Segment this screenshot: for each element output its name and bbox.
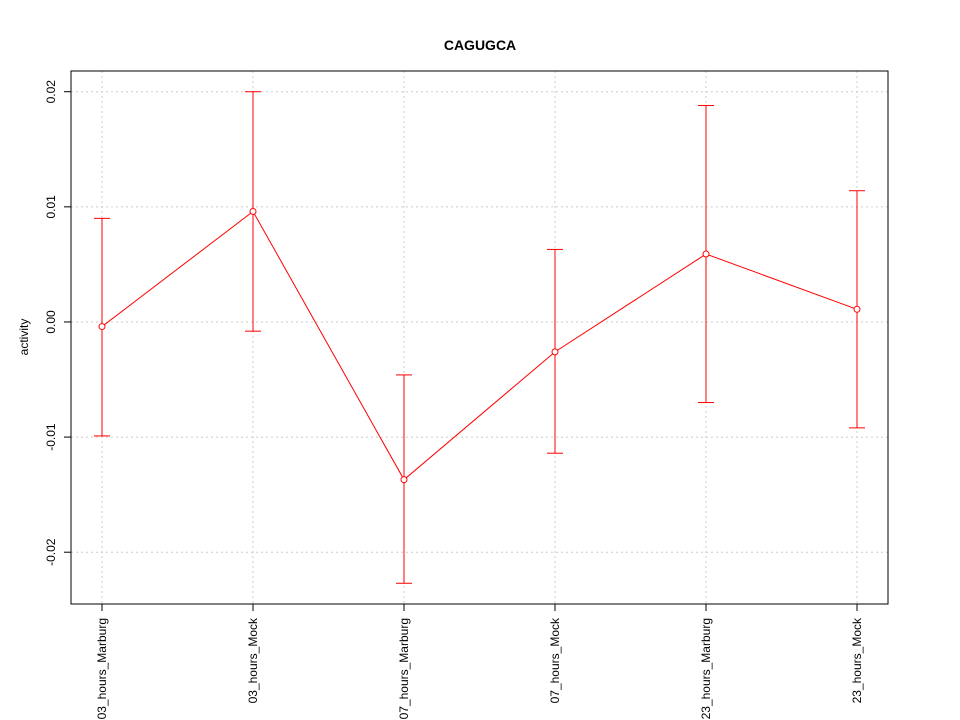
x-tick-label: 03_hours_Marburg	[95, 618, 109, 719]
x-tick-label: 03_hours_Mock	[246, 617, 260, 703]
y-tick-label: 0.01	[44, 195, 58, 219]
x-tick-label: 07_hours_Marburg	[397, 618, 411, 719]
data-point	[702, 250, 710, 258]
y-tick-label: -0.01	[44, 423, 58, 451]
data-point	[853, 305, 861, 313]
data-point	[98, 323, 106, 331]
series-layer	[94, 91, 865, 584]
y-tick-label: -0.02	[44, 538, 58, 566]
series-line	[101, 210, 858, 481]
data-point	[249, 207, 257, 215]
y-tick-label: 0.02	[44, 80, 58, 104]
plot-frame	[70, 70, 889, 605]
x-tick-label: 23_hours_Mock	[850, 617, 864, 703]
y-axis-label: activity	[17, 319, 31, 356]
y-axis: -0.02 -0.01 0.00 0.01 0.02	[44, 80, 72, 566]
grid	[71, 71, 888, 604]
y-tick-label: 0.00	[44, 310, 58, 334]
data-point	[551, 348, 559, 356]
x-tick-label: 23_hours_Marburg	[699, 618, 713, 719]
x-tick-label: 07_hours_Mock	[548, 617, 562, 703]
chart-title: CAGUGCA	[444, 37, 516, 53]
data-point	[400, 476, 408, 484]
x-axis: 03_hours_Marburg 03_hours_Mock 07_hours_Ma…	[95, 603, 864, 719]
